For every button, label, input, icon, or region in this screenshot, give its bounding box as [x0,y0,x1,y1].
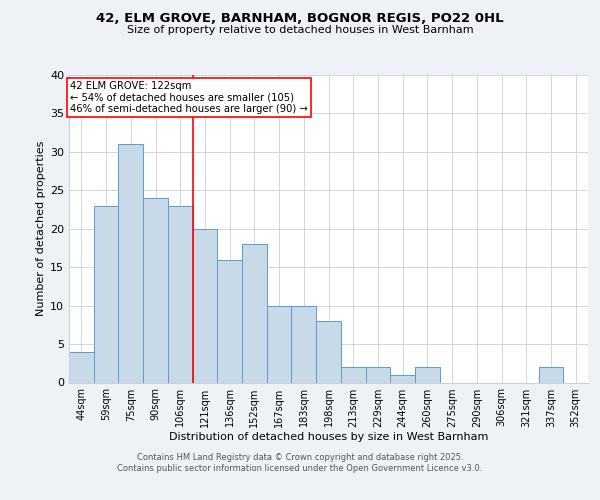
Bar [193,229,217,382]
Text: Contains public sector information licensed under the Open Government Licence v3: Contains public sector information licen… [118,464,482,473]
Text: Size of property relative to detached houses in West Barnham: Size of property relative to detached ho… [127,25,473,35]
Bar [118,144,143,382]
Bar [267,306,292,382]
Bar [168,206,193,382]
X-axis label: Distribution of detached houses by size in West Barnham: Distribution of detached houses by size … [169,432,488,442]
Text: 42 ELM GROVE: 122sqm
← 54% of detached houses are smaller (105)
46% of semi-deta: 42 ELM GROVE: 122sqm ← 54% of detached h… [70,81,308,114]
Bar [217,260,242,382]
Text: Contains HM Land Registry data © Crown copyright and database right 2025.: Contains HM Land Registry data © Crown c… [137,452,463,462]
Bar [341,367,365,382]
Y-axis label: Number of detached properties: Number of detached properties [36,141,46,316]
Bar [143,198,168,382]
Bar [390,375,415,382]
Bar [539,367,563,382]
Bar [242,244,267,382]
Bar [292,306,316,382]
Bar [316,321,341,382]
Bar [69,352,94,382]
Text: 42, ELM GROVE, BARNHAM, BOGNOR REGIS, PO22 0HL: 42, ELM GROVE, BARNHAM, BOGNOR REGIS, PO… [96,12,504,26]
Bar [365,367,390,382]
Bar [415,367,440,382]
Bar [94,206,118,382]
